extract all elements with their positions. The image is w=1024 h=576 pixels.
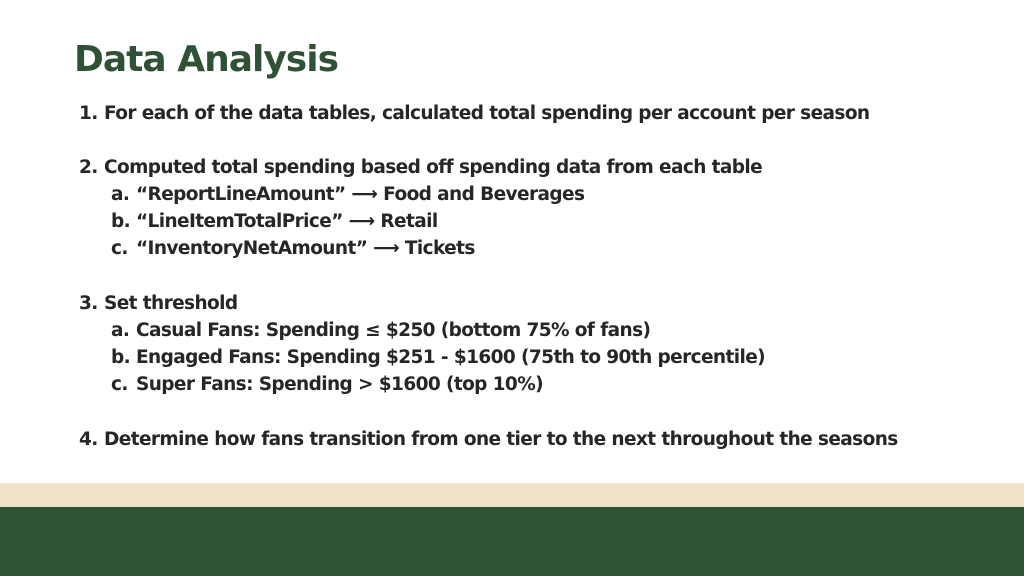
sub-item-text: “ReportLineAmount” ⟶ Food and Beverages — [136, 184, 585, 205]
list-marker: 4. — [79, 429, 98, 450]
sub-list-marker: a. — [111, 184, 130, 205]
sub-list-marker: b. — [111, 211, 131, 232]
list-item-text: Determine how fans transition from one t… — [104, 429, 898, 450]
list-marker: 2. — [79, 157, 98, 178]
sub-list-marker: c. — [111, 374, 128, 395]
sub-item-text: “InventoryNetAmount” ⟶ Tickets — [136, 238, 475, 259]
list-item-text: Computed total spending based off spendi… — [104, 157, 763, 178]
footer-band — [0, 507, 1024, 576]
sub-item-text: Engaged Fans: Spending $251 - $1600 (75t… — [136, 347, 766, 368]
sub-list-marker: a. — [111, 320, 130, 341]
sub-item-text: Casual Fans: Spending ≤ $250 (bottom 75%… — [136, 320, 651, 341]
list-item-text: Set threshold — [104, 293, 238, 314]
sub-list-marker: b. — [111, 347, 131, 368]
sub-list-marker: c. — [111, 238, 128, 259]
sub-item-text: “LineItemTotalPrice” ⟶ Retail — [136, 211, 438, 232]
footer-accent-band — [0, 483, 1024, 507]
slide-title: Data Analysis — [74, 39, 339, 80]
sub-item-text: Super Fans: Spending > $1600 (top 10%) — [136, 374, 544, 395]
list-marker: 1. — [79, 103, 98, 124]
analysis-steps-list: 1. For each of the data tables, calculat… — [79, 103, 898, 450]
list-item-text: For each of the data tables, calculated … — [104, 103, 870, 124]
list-marker: 3. — [79, 293, 98, 314]
